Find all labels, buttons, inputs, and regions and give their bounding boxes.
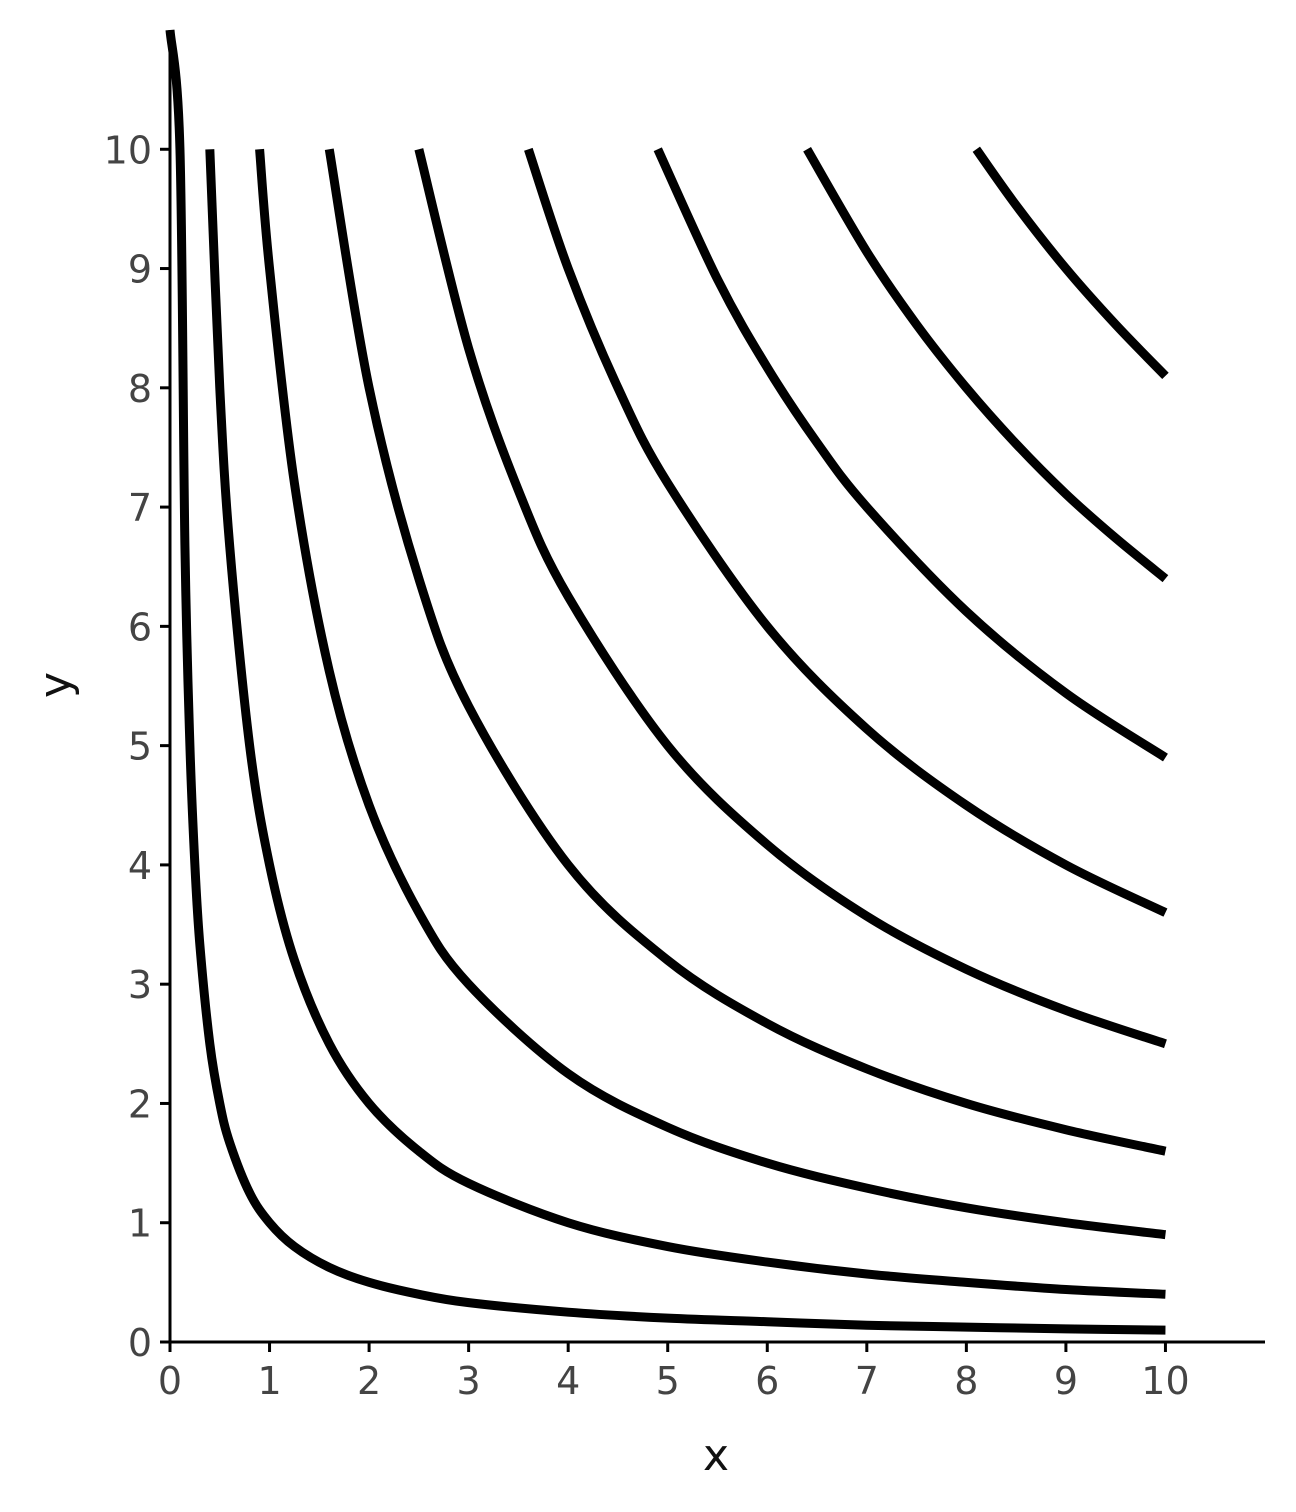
y-tick-label: 6 [128,605,152,649]
curve [414,148,1167,1049]
y-tick-label: 10 [104,128,152,172]
x-tick-label: 1 [257,1359,281,1403]
y-tick-label: 2 [128,1082,152,1126]
x-tick-label: 4 [556,1359,580,1403]
curve [653,147,1168,762]
curve [803,147,1169,583]
curve [524,147,1168,917]
curve [205,149,1166,1299]
x-tick-label: 9 [1054,1359,1078,1403]
y-tick-label: 4 [128,844,152,888]
x-tick-label: 0 [158,1359,182,1403]
curve [255,148,1166,1240]
y-tick-label: 7 [128,486,152,530]
y-tick-label: 8 [128,367,152,411]
y-tick-label: 3 [128,963,152,1007]
x-tick-label: 7 [855,1359,879,1403]
y-tick-label: 5 [128,725,152,769]
x-axis-label: x [703,1430,729,1481]
x-tick-label: 3 [457,1359,481,1403]
curve [324,148,1167,1156]
y-axis-label: y [30,672,81,698]
x-tick-label: 10 [1141,1359,1189,1403]
x-tick-label: 8 [954,1359,978,1403]
curve [165,29,1166,1335]
y-tick-label: 0 [128,1321,152,1365]
curve [972,146,1169,380]
y-tick-label: 9 [128,248,152,292]
x-tick-label: 2 [357,1359,381,1403]
x-tick-label: 5 [656,1359,680,1403]
x-tick-label: 6 [755,1359,779,1403]
y-tick-label: 1 [128,1202,152,1246]
